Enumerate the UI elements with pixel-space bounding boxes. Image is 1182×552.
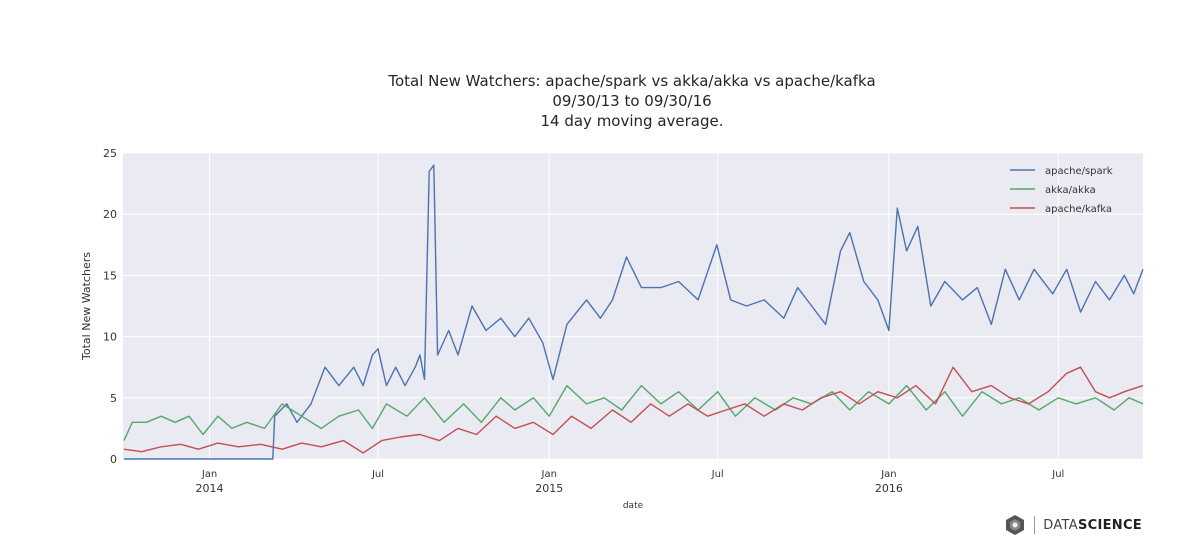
y-axis: 0 5 10 15 20 25 — [103, 147, 117, 466]
y-tick-label: 5 — [110, 392, 117, 405]
y-tick-label: 0 — [110, 453, 117, 466]
brand-logo-icon — [1006, 515, 1025, 535]
x-tick-label: Jul — [1051, 469, 1064, 480]
brand-suffix: SCIENCE — [1077, 517, 1142, 533]
x-tick-label: Jan — [541, 469, 557, 480]
series-line-akka-akka — [123, 384, 1144, 441]
y-tick-label: 20 — [103, 208, 117, 221]
chart-title: Total New Watchers: apache/spark vs akka… — [387, 72, 875, 130]
legend-label: apache/spark — [1045, 166, 1113, 177]
x-tick-year-label: 2016 — [875, 482, 903, 495]
x-tick-label: Jan — [201, 469, 217, 480]
gridlines — [123, 152, 1143, 460]
x-axis-label: date — [623, 501, 644, 511]
y-tick-label: 10 — [103, 331, 117, 344]
legend-label: akka/akka — [1045, 185, 1096, 196]
x-tick-label: Jan — [880, 469, 896, 480]
x-axis: Jan 2014 Jul Jan 2015 Jul Jan 2016 Jul — [196, 469, 1065, 495]
series-line-apache-kafka — [123, 366, 1144, 454]
y-axis-label: Total New Watchers — [80, 252, 93, 361]
brand-prefix: DATA — [1043, 517, 1078, 533]
legend-label: apache/kafka — [1045, 204, 1112, 215]
x-tick-label: Jul — [711, 469, 724, 480]
series-line-apache-spark — [123, 164, 1144, 460]
chart-title-line-2: 09/30/13 to 09/30/16 — [552, 92, 711, 110]
x-tick-year-label: 2014 — [196, 482, 224, 495]
datascience-brand: DATA SCIENCE — [1004, 514, 1142, 536]
y-tick-label: 15 — [103, 269, 117, 282]
chart-title-line-3: 14 day moving average. — [540, 112, 723, 130]
y-tick-label: 25 — [103, 147, 117, 160]
series-lines — [123, 164, 1144, 460]
brand-separator — [1034, 516, 1036, 534]
legend: apache/spark akka/akka apache/kafka — [1010, 166, 1113, 215]
x-tick-label: Jul — [371, 469, 384, 480]
plot-area — [123, 153, 1143, 459]
x-tick-year-label: 2015 — [535, 482, 563, 495]
chart-title-line-1: Total New Watchers: apache/spark vs akka… — [387, 72, 875, 90]
